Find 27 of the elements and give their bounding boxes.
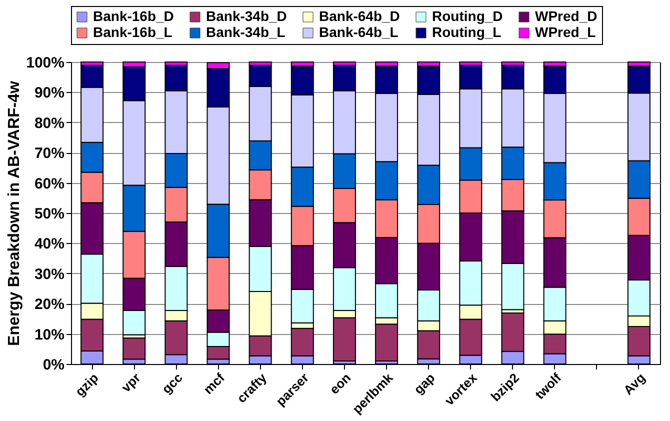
legend-label: Routing_D [432, 8, 503, 24]
legend-label: Bank-16b_L [93, 24, 173, 40]
legend-label: Bank-64b_L [319, 24, 399, 40]
y-tick-label: 30% [34, 266, 64, 283]
y-tick-label: 90% [34, 84, 64, 102]
y-tick-label: 60% [34, 175, 64, 192]
x-tick-label: eon [326, 370, 354, 398]
legend-label: Bank-34b_D [206, 8, 287, 24]
y-tick-label: 100% [26, 54, 64, 72]
y-tick-label: 0% [42, 356, 64, 374]
x-tick-label: Avg [620, 370, 648, 398]
legend-label: Bank-64b_D [319, 8, 400, 24]
y-axis-title: Energy Breakdown in AB-VARF-4w [6, 80, 24, 346]
y-tick-label: 80% [34, 114, 64, 132]
x-tick-label: gcc [158, 370, 186, 397]
y-tick-label: 10% [34, 326, 64, 344]
y-tick-label: 40% [34, 236, 64, 253]
legend-label: WPred_L [535, 24, 596, 40]
legend-label: Bank-34b_L [206, 24, 286, 40]
legend-label: Routing_L [432, 24, 502, 40]
legend-label: WPred_D [535, 8, 598, 24]
y-tick-label: 20% [34, 296, 64, 314]
x-tick-label: gap [410, 370, 438, 398]
y-tick-label: 70% [34, 145, 64, 162]
legend-label: Bank-16b_D [93, 8, 174, 24]
x-tick-label: vpr [118, 370, 144, 395]
y-tick-label: 50% [34, 206, 64, 222]
